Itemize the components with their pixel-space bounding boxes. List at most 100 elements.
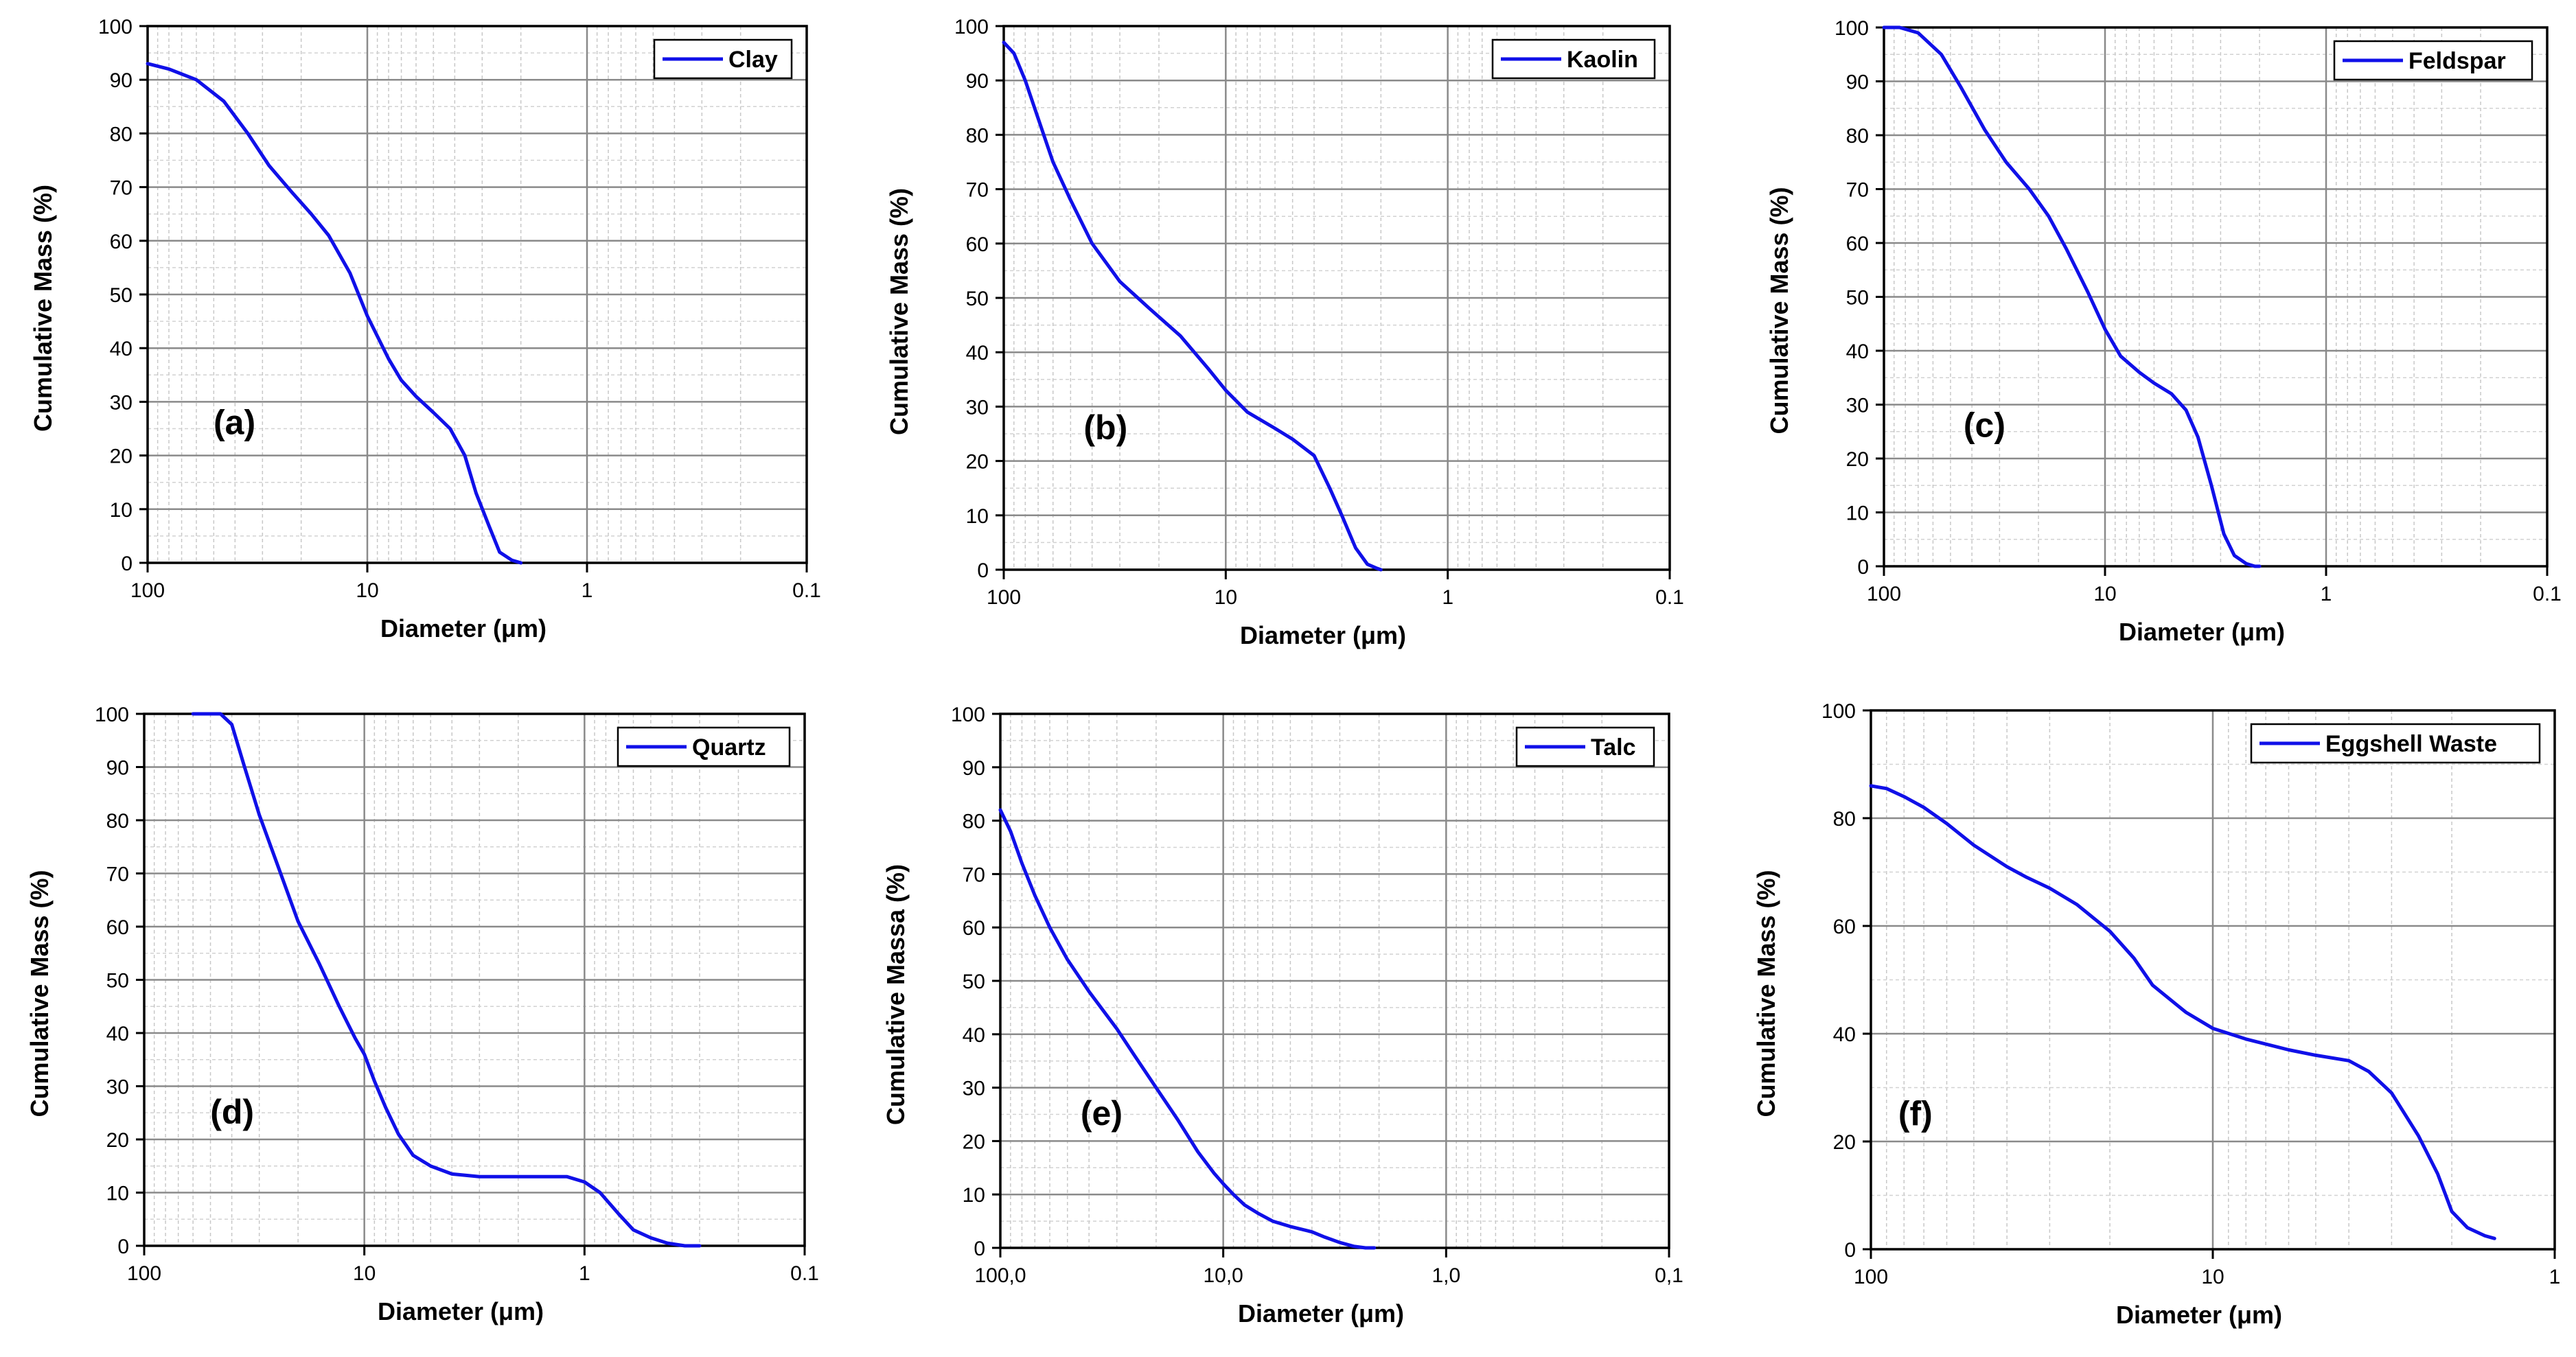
y-tick-label: 70 (1846, 179, 1869, 202)
x-axis-label: Diameter (μm) (1240, 621, 1406, 649)
y-tick-label: 70 (966, 179, 989, 202)
y-tick-label: 60 (1833, 916, 1856, 938)
y-tick-label: 40 (106, 1023, 129, 1045)
legend-label: Clay (728, 47, 778, 73)
legend-label: Quartz (692, 734, 766, 761)
y-tick-label: 80 (963, 811, 985, 833)
series-line-feldspar (1882, 25, 2262, 568)
legend-label: Eggshell Waste (2325, 731, 2497, 757)
y-tick-label: 70 (110, 177, 133, 200)
chart-panel-2: 100 10 1 0.1 0 10 20 30 40 50 60 70 80 90 100 Diameter … (885, 16, 1684, 649)
y-tick-label: 90 (110, 69, 133, 92)
panel-label: (b) (1083, 408, 1127, 447)
x-tick-label: 10 (356, 579, 378, 602)
x-tick-label: 100 (987, 586, 1021, 609)
x-tick-label: 1 (1442, 586, 1453, 609)
y-tick-label: 60 (966, 233, 989, 256)
y-tick-label: 70 (106, 863, 129, 886)
y-tick-label: 30 (1846, 395, 1869, 417)
y-axis-label: Cumulative Massa (%) (882, 864, 910, 1125)
panel-label: (e) (1081, 1094, 1123, 1133)
y-tick-label: 40 (1833, 1023, 1856, 1046)
y-tick-label: 90 (106, 757, 129, 780)
series-line-quartz (191, 712, 702, 1248)
series-line-clay (146, 62, 523, 565)
y-tick-label: 0 (121, 553, 133, 575)
x-axis-label: Diameter (μm) (2119, 618, 2285, 646)
y-tick-label: 30 (106, 1076, 129, 1099)
y-tick-label: 100 (954, 16, 989, 38)
x-tick-label: 10 (2201, 1266, 2224, 1288)
chart-panel-4: 100 10 1 0.1 0 10 20 30 40 50 60 70 80 90 100 Diameter … (25, 704, 819, 1325)
legend-label: Feldspar (2408, 48, 2506, 74)
y-tick-label: 50 (966, 288, 989, 310)
y-tick-label: 20 (1846, 448, 1869, 471)
y-tick-label: 100 (951, 704, 985, 726)
x-tick-label: 1,0 (1431, 1264, 1460, 1287)
x-tick-label: 10 (2093, 583, 2116, 605)
y-tick-label: 100 (1821, 700, 1856, 723)
x-tick-label: 1 (582, 579, 593, 602)
y-tick-label: 40 (1846, 340, 1869, 363)
y-tick-label: 30 (963, 1078, 985, 1100)
x-axis-label: Diameter (μm) (1238, 1299, 1404, 1327)
y-tick-label: 20 (110, 445, 133, 468)
x-tick-label: 10,0 (1203, 1264, 1243, 1287)
x-tick-label: 100 (1867, 583, 1901, 605)
series-line-kaolin (1002, 40, 1383, 572)
y-tick-label: 90 (966, 70, 989, 93)
y-tick-label: 0 (977, 559, 989, 582)
y-tick-label: 10 (966, 505, 989, 528)
y-tick-label: 90 (963, 757, 985, 780)
x-tick-label: 100 (130, 579, 165, 602)
x-tick-label: 0.1 (790, 1262, 819, 1285)
y-tick-label: 80 (1846, 125, 1869, 148)
chart-panel-5: 100,0 10,0 1,0 0,1 0 10 20 30 40 50 60 70 80 90 100 Dia… (882, 704, 1683, 1327)
y-tick-label: 0 (974, 1238, 985, 1260)
legend: Quartz (617, 726, 791, 767)
chart-panel-3: 100 10 1 0.1 0 10 20 30 40 50 60 70 80 90 100 Diameter … (1765, 17, 2562, 646)
y-tick-label: 100 (1835, 17, 1869, 40)
y-axis-label: Cumulative Mass (%) (29, 185, 57, 432)
y-tick-label: 80 (966, 124, 989, 147)
y-tick-label: 60 (1846, 233, 1869, 255)
x-tick-label: 0.1 (1655, 586, 1684, 609)
y-tick-label: 20 (1833, 1131, 1856, 1154)
legend: Eggshell Waste (2250, 723, 2541, 764)
y-tick-label: 90 (1846, 71, 1869, 94)
legend: Feldspar (2333, 40, 2533, 81)
y-tick-label: 30 (110, 391, 133, 414)
y-tick-label: 40 (110, 338, 133, 360)
x-tick-label: 0,1 (1655, 1264, 1683, 1287)
legend: Kaolin (1491, 38, 1656, 80)
series-line-talc (998, 808, 1377, 1250)
y-tick-label: 100 (95, 704, 129, 726)
y-tick-label: 10 (106, 1183, 129, 1205)
legend-label: Kaolin (1567, 47, 1638, 73)
y-axis-label: Cumulative Mass (%) (1765, 187, 1793, 434)
y-tick-label: 40 (966, 342, 989, 364)
panel-label: (c) (1964, 406, 2005, 445)
chart-panel-1: 100 10 1 0.1 0 10 20 30 40 50 60 70 80 90 100 Diameter … (29, 16, 821, 642)
x-tick-label: 10 (1215, 586, 1237, 609)
panel-label: (d) (210, 1093, 254, 1131)
series-line-eggshell-waste (1869, 784, 2496, 1240)
legend: Clay (653, 38, 793, 80)
y-tick-label: 50 (963, 971, 985, 993)
y-axis-label: Cumulative Mass (%) (1752, 870, 1780, 1117)
x-tick-label: 1 (2549, 1266, 2561, 1288)
y-tick-label: 60 (106, 916, 129, 939)
x-tick-label: 0.1 (792, 579, 821, 602)
y-tick-label: 80 (1833, 808, 1856, 831)
x-axis-label: Diameter (μm) (380, 614, 547, 642)
x-tick-label: 10 (353, 1262, 376, 1285)
y-tick-label: 50 (106, 970, 129, 993)
panel-label: (f) (1898, 1094, 1933, 1133)
x-tick-label: 0.1 (2533, 583, 2562, 605)
y-tick-label: 20 (966, 451, 989, 474)
y-tick-label: 70 (963, 863, 985, 886)
y-tick-label: 20 (963, 1130, 985, 1153)
y-tick-label: 0 (117, 1236, 129, 1258)
x-tick-label: 1 (579, 1262, 590, 1285)
